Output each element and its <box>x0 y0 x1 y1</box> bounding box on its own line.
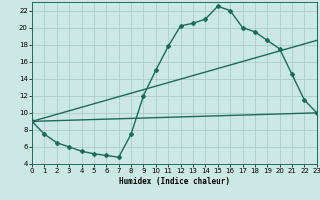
X-axis label: Humidex (Indice chaleur): Humidex (Indice chaleur) <box>119 177 230 186</box>
